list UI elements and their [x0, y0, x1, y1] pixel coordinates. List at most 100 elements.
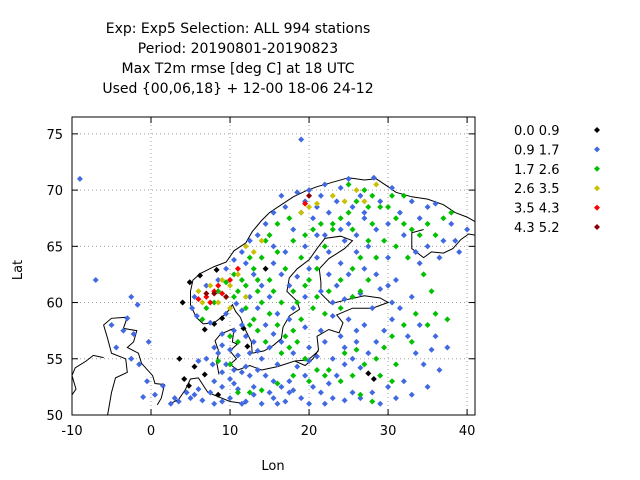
data-point [278, 299, 285, 306]
data-point [404, 333, 411, 340]
data-point [274, 400, 281, 407]
data-point [385, 282, 392, 289]
data-point [353, 327, 360, 334]
data-point [246, 237, 253, 244]
data-point [238, 322, 245, 329]
data-point [234, 271, 241, 278]
data-point [377, 400, 384, 407]
data-point [361, 265, 368, 272]
data-point [317, 389, 324, 396]
legend: 0.0 0.9 0.9 1.7 1.7 2.6 2.6 3.5 3.5 4.3 4.3 5… [514, 124, 600, 236]
data-point [242, 305, 249, 312]
data-point [187, 395, 194, 402]
data-point [108, 322, 115, 329]
legend-marker [594, 224, 600, 230]
data-point [310, 226, 317, 233]
data-point [290, 288, 297, 295]
data-point [400, 378, 407, 385]
data-point [219, 369, 226, 376]
data-point [302, 324, 309, 331]
data-point [392, 243, 399, 250]
y-axis-label: Lat [11, 260, 26, 280]
data-point [128, 293, 135, 300]
data-point [333, 372, 340, 379]
data-point [400, 232, 407, 239]
data-point [219, 342, 226, 349]
data-point [136, 361, 143, 368]
data-point [313, 200, 320, 207]
data-point [254, 347, 261, 354]
data-point [230, 380, 237, 387]
data-point [258, 282, 265, 289]
x-tick-label: 30 [380, 424, 397, 439]
data-point [199, 397, 206, 404]
data-point [321, 310, 328, 317]
data-point [353, 232, 360, 239]
data-point [242, 243, 249, 250]
data-point [341, 361, 348, 368]
data-point [424, 243, 431, 250]
data-point [389, 333, 396, 340]
data-point [175, 398, 182, 405]
data-point [209, 361, 216, 368]
data-point [369, 389, 376, 396]
data-point [219, 315, 226, 322]
data-point [353, 187, 360, 194]
data-point [349, 226, 356, 233]
data-point [233, 300, 240, 307]
data-point [286, 282, 293, 289]
data-point [310, 215, 317, 222]
data-point [278, 271, 285, 278]
data-point [144, 378, 151, 385]
data-point [321, 243, 328, 250]
data-point [270, 288, 277, 295]
data-point [408, 198, 415, 205]
data-point [246, 389, 253, 396]
data-point [377, 198, 384, 205]
data-point [250, 383, 257, 390]
data-point [377, 203, 384, 210]
axis-ticks: -10 0 10 20 30 40 50 55 60 65 70 75 [46, 117, 475, 439]
data-point [321, 372, 328, 379]
data-point [408, 293, 415, 300]
data-point [452, 237, 459, 244]
data-point [167, 400, 174, 407]
data-point [408, 338, 415, 345]
data-point [416, 215, 423, 222]
series-4.3-5.2 [203, 192, 313, 300]
data-point [302, 372, 309, 379]
data-point [203, 355, 210, 362]
data-point [302, 355, 309, 362]
title-line-2: Period: 20190801-20190823 [137, 41, 339, 57]
data-point [302, 232, 309, 239]
data-point [412, 350, 419, 357]
data-point [223, 279, 230, 286]
data-point [424, 220, 431, 227]
legend-label: 3.5 4.3 [514, 202, 559, 217]
data-point [211, 344, 218, 351]
series-0.0-0.9 [176, 265, 377, 398]
data-point [389, 316, 396, 323]
data-point [333, 198, 340, 205]
data-point [306, 187, 313, 194]
data-point [213, 266, 220, 273]
data-point [250, 265, 257, 272]
title-line-4: Used {00,06,18} + 12-00 18-06 24-12 [102, 81, 374, 97]
data-point [246, 322, 253, 329]
data-point [242, 363, 249, 370]
data-point [432, 333, 439, 340]
y-tick-label: 60 [46, 297, 63, 312]
data-point [246, 254, 253, 261]
data-point [230, 271, 237, 278]
data-point [302, 293, 309, 300]
data-point [313, 265, 320, 272]
data-point [189, 305, 196, 312]
data-point [274, 248, 281, 255]
data-point [337, 378, 344, 385]
data-point [337, 226, 344, 233]
data-point [337, 305, 344, 312]
legend-label: 0.0 0.9 [514, 124, 559, 139]
title-line-3: Max T2m rmse [deg C] at 18 UTC [121, 61, 355, 77]
data-point [254, 327, 261, 334]
